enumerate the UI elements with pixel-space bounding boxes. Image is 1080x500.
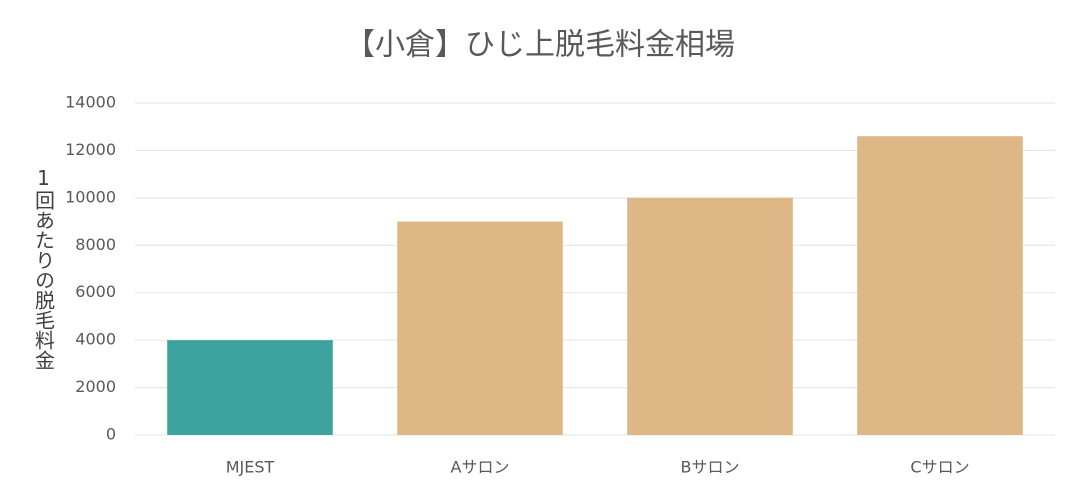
y-tick-label: 14000: [65, 93, 116, 112]
bar: [397, 221, 563, 435]
bar: [627, 197, 793, 435]
y-tick-label: 2000: [75, 377, 116, 396]
y-tick-label: 6000: [75, 282, 116, 301]
chart-title: 【小倉】ひじ上脱毛料金相場: [345, 28, 735, 63]
bar: [167, 340, 333, 435]
y-tick-label: 8000: [75, 235, 116, 254]
y-tick-label: 10000: [65, 187, 116, 206]
x-tick-label: Aサロン: [451, 458, 510, 477]
bar: [857, 136, 1023, 435]
y-tick-label: 4000: [75, 330, 116, 349]
x-tick-label: Bサロン: [681, 458, 740, 477]
x-tick-label: Cサロン: [910, 458, 969, 477]
y-tick-label: 0: [106, 425, 116, 444]
y-axis-label: 1回あたりの脱毛料金: [32, 166, 56, 370]
x-tick-label: MJEST: [226, 458, 275, 477]
y-tick-label: 12000: [65, 140, 116, 159]
